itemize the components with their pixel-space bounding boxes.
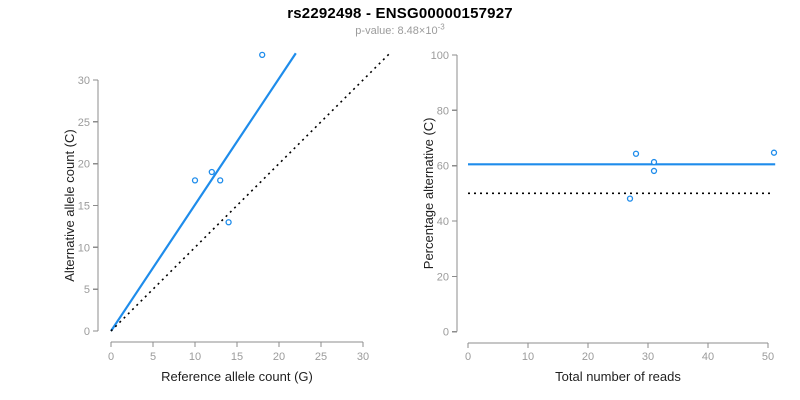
x-tick-label: 10 bbox=[522, 351, 534, 363]
x-axis-label: Reference allele count (G) bbox=[161, 369, 313, 384]
fitted-line bbox=[110, 52, 297, 332]
x-tick-label: 15 bbox=[231, 351, 243, 363]
p-value-exponent: -3 bbox=[437, 22, 445, 32]
y-tick-label: 10 bbox=[78, 242, 90, 254]
x-tick-label: 20 bbox=[273, 351, 285, 363]
scatter-point bbox=[217, 177, 224, 184]
x-tick-label: 30 bbox=[642, 351, 654, 363]
x-tick-label: 20 bbox=[582, 351, 594, 363]
y-axis-label: Percentage alternative (C) bbox=[421, 117, 436, 269]
points-left bbox=[191, 51, 266, 226]
figure-subtitle: p-value: 8.48×10-3 bbox=[0, 22, 800, 37]
tick-labels-right: 0 10 20 30 40 50 0 20 40 60 80 100 bbox=[431, 50, 774, 363]
panel-left: 0 5 10 15 20 25 30 0 5 10 15 20 25 30 Reference allele… bbox=[62, 51, 391, 384]
x-tick-label: 25 bbox=[315, 351, 327, 363]
tick-labels-left: 0 5 10 15 20 25 30 0 5 10 15 20 25 30 bbox=[78, 75, 369, 363]
x-tick-label: 40 bbox=[702, 351, 714, 363]
x-tick-label: 0 bbox=[465, 351, 471, 363]
y-tick-label: 80 bbox=[437, 105, 449, 117]
points-right bbox=[626, 149, 778, 202]
y-tick-label: 5 bbox=[84, 284, 90, 296]
scatter-point bbox=[626, 195, 634, 202]
figure-title: rs2292498 - ENSG00000157927 bbox=[287, 5, 513, 22]
scatter-point bbox=[650, 167, 658, 175]
x-axis-label: Total number of reads bbox=[555, 369, 681, 384]
x-tick-label: 50 bbox=[762, 351, 774, 363]
y-tick-label: 15 bbox=[78, 201, 90, 213]
scatter-point bbox=[259, 51, 266, 59]
x-tick-label: 5 bbox=[150, 351, 156, 363]
y-tick-label: 40 bbox=[437, 216, 449, 228]
y-tick-label: 0 bbox=[84, 326, 90, 338]
y-tick-label: 20 bbox=[78, 159, 90, 171]
identity-line bbox=[110, 52, 391, 332]
y-tick-label: 20 bbox=[437, 271, 449, 283]
p-value-text: p-value: 8.48×10 bbox=[355, 25, 438, 37]
x-tick-label: 30 bbox=[357, 351, 369, 363]
scatter-point bbox=[225, 219, 232, 226]
y-tick-label: 100 bbox=[431, 50, 449, 62]
y-axis-label: Alternative allele count (C) bbox=[62, 129, 77, 281]
y-tick-label: 60 bbox=[437, 161, 449, 173]
scatter-point bbox=[208, 168, 215, 176]
panel-right: 0 10 20 30 40 50 0 20 40 60 80 100 Total number of r… bbox=[421, 50, 778, 384]
y-tick-label: 30 bbox=[78, 75, 90, 87]
scatter-point bbox=[191, 177, 199, 184]
scatter-point bbox=[632, 150, 640, 157]
axes-right bbox=[452, 54, 769, 348]
y-tick-label: 25 bbox=[78, 117, 90, 129]
y-tick-label: 0 bbox=[443, 327, 449, 339]
x-tick-label: 10 bbox=[189, 351, 201, 363]
scatter-point bbox=[770, 149, 778, 156]
x-tick-label: 0 bbox=[108, 351, 114, 363]
axes-left bbox=[93, 79, 364, 347]
scatter-point bbox=[650, 158, 658, 166]
